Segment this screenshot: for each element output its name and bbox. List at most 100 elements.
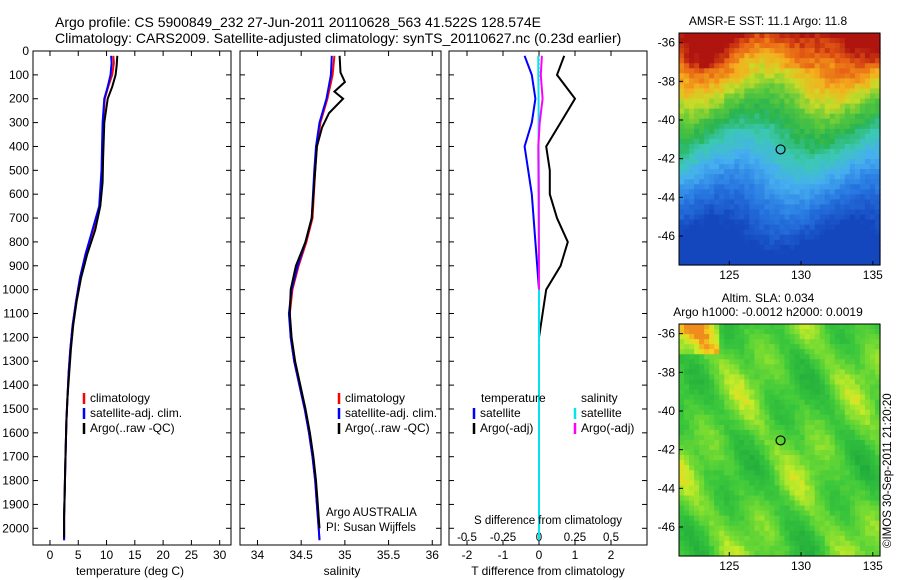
heatmap-cell bbox=[854, 505, 861, 512]
heatmap-cell bbox=[794, 525, 801, 532]
heatmap-cell bbox=[799, 138, 806, 145]
heatmap-cell bbox=[844, 530, 851, 537]
heatmap-cell bbox=[709, 234, 715, 241]
heatmap-cell bbox=[709, 530, 715, 537]
heatmap-cell bbox=[739, 179, 745, 185]
heatmap-cell bbox=[679, 53, 685, 59]
heatmap-cell bbox=[869, 470, 876, 476]
heatmap-cell bbox=[774, 43, 781, 49]
heatmap-cell bbox=[764, 495, 771, 502]
heatmap-cell bbox=[829, 409, 836, 416]
heatmap-cell bbox=[719, 179, 725, 185]
heatmap-cell bbox=[764, 379, 771, 386]
heatmap-cell bbox=[749, 530, 755, 537]
heatmap-cell bbox=[859, 359, 866, 365]
heatmap-cell bbox=[709, 43, 715, 49]
heatmap-cell bbox=[739, 460, 745, 466]
heatmap-cell bbox=[759, 434, 766, 441]
heatmap-cell bbox=[824, 515, 831, 522]
heatmap-cell bbox=[799, 354, 806, 360]
heatmap-cell bbox=[804, 48, 811, 54]
heatmap-cell bbox=[679, 239, 685, 246]
heatmap-cell bbox=[684, 495, 690, 502]
heatmap-cell bbox=[794, 460, 801, 466]
heatmap-cell bbox=[754, 445, 761, 451]
heatmap-cell bbox=[729, 33, 735, 39]
heatmap-cell bbox=[829, 414, 836, 421]
heatmap-cell bbox=[864, 174, 871, 180]
heatmap-cell bbox=[839, 159, 846, 165]
heatmap-cell bbox=[824, 149, 831, 155]
heatmap-cell bbox=[749, 384, 755, 391]
heatmap-cell bbox=[844, 83, 851, 90]
heatmap-cell bbox=[739, 244, 745, 251]
heatmap-cell bbox=[854, 68, 861, 74]
heatmap-cell bbox=[869, 48, 876, 54]
heatmap-cell bbox=[809, 349, 816, 355]
heatmap-cell bbox=[794, 254, 801, 261]
heatmap-cell bbox=[699, 239, 705, 246]
heatmap-cell bbox=[754, 349, 761, 355]
heatmap-cell bbox=[814, 389, 821, 396]
heatmap-cell bbox=[824, 154, 831, 160]
heatmap-cell bbox=[724, 445, 730, 451]
heatmap-cell bbox=[714, 480, 720, 486]
heatmap-cell bbox=[689, 229, 695, 236]
heatmap-cell bbox=[704, 409, 710, 416]
heatmap-cell bbox=[789, 364, 796, 370]
imos-timestamp: ©IMOS 30-Sep-2011 21:20:20 bbox=[882, 393, 894, 548]
heatmap-cell bbox=[709, 490, 715, 497]
heatmap-cell bbox=[864, 164, 871, 170]
heatmap-cell bbox=[744, 394, 750, 401]
heatmap-cell bbox=[844, 485, 851, 492]
heatmap-cell bbox=[804, 490, 811, 497]
heatmap-cell bbox=[789, 254, 796, 261]
heatmap-cell bbox=[834, 229, 841, 236]
heatmap-cell bbox=[694, 239, 700, 246]
heatmap-cell bbox=[709, 525, 715, 532]
heatmap-cell bbox=[814, 324, 821, 330]
heatmap-cell bbox=[774, 379, 781, 386]
heatmap-cell bbox=[849, 53, 856, 59]
heatmap-cell bbox=[694, 394, 700, 401]
heatmap-cell bbox=[809, 490, 816, 497]
heatmap-cell bbox=[804, 384, 811, 391]
heatmap-cell bbox=[859, 63, 866, 69]
heatmap-cell bbox=[839, 344, 846, 350]
heatmap-cell bbox=[864, 540, 871, 547]
heatmap-cell bbox=[764, 133, 771, 140]
heatmap-cell bbox=[859, 389, 866, 396]
heatmap-cell bbox=[774, 244, 781, 251]
heatmap-cell bbox=[754, 159, 761, 165]
heatmap-cell bbox=[854, 394, 861, 401]
heatmap-cell bbox=[844, 470, 851, 476]
heatmap-cell bbox=[704, 344, 710, 350]
heatmap-cell bbox=[859, 480, 866, 486]
heatmap-cell bbox=[754, 540, 761, 547]
heatmap-cell bbox=[784, 154, 791, 160]
heatmap-cell bbox=[829, 339, 836, 345]
heatmap-cell bbox=[754, 164, 761, 170]
heatmap-cell bbox=[824, 450, 831, 456]
heatmap-cell bbox=[814, 485, 821, 492]
heatmap-cell bbox=[849, 545, 856, 552]
heatmap-cell bbox=[749, 38, 755, 44]
heatmap-cell bbox=[729, 179, 735, 185]
heatmap-cell bbox=[769, 540, 776, 547]
heatmap-cell bbox=[679, 63, 685, 69]
heatmap-cell bbox=[869, 399, 876, 406]
heatmap-cell bbox=[694, 98, 700, 105]
heatmap-cell bbox=[739, 53, 745, 59]
heatmap-cell bbox=[814, 113, 821, 120]
heatmap-cell bbox=[744, 214, 750, 221]
heatmap-cell bbox=[789, 249, 796, 256]
heatmap-cell bbox=[819, 133, 826, 140]
heatmap-cell bbox=[749, 414, 755, 421]
heatmap-cell bbox=[829, 545, 836, 552]
heatmap-cell bbox=[714, 214, 720, 221]
heatmap-cell bbox=[704, 490, 710, 497]
heatmap-cell bbox=[834, 219, 841, 226]
heatmap-cell bbox=[754, 239, 761, 246]
heatmap-cell bbox=[784, 123, 791, 130]
heatmap-cell bbox=[799, 510, 806, 517]
